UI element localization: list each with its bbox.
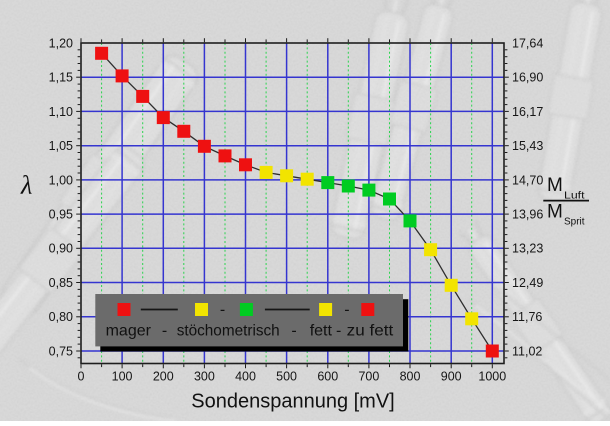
svg-text:400: 400 bbox=[235, 370, 256, 384]
svg-text:0,95: 0,95 bbox=[49, 208, 73, 222]
svg-text:1,10: 1,10 bbox=[49, 105, 73, 119]
svg-text:0,90: 0,90 bbox=[49, 242, 73, 256]
svg-text:0: 0 bbox=[78, 370, 85, 384]
svg-text:13,96: 13,96 bbox=[512, 208, 543, 222]
svg-text:15,43: 15,43 bbox=[512, 139, 543, 153]
svg-text:600: 600 bbox=[317, 370, 338, 384]
svg-text:1000: 1000 bbox=[478, 370, 506, 384]
svg-text:-: - bbox=[291, 323, 296, 340]
svg-text:mager: mager bbox=[106, 323, 152, 340]
svg-text:700: 700 bbox=[358, 370, 379, 384]
svg-text:500: 500 bbox=[276, 370, 297, 384]
svg-text:200: 200 bbox=[153, 370, 174, 384]
svg-text:Luft: Luft bbox=[564, 190, 585, 201]
svg-text:12,49: 12,49 bbox=[512, 276, 543, 290]
svg-text:1,20: 1,20 bbox=[49, 36, 73, 50]
svg-text:900: 900 bbox=[441, 370, 462, 384]
svg-text:stöchometrisch: stöchometrisch bbox=[177, 323, 280, 340]
svg-text:300: 300 bbox=[194, 370, 215, 384]
svg-text:-: - bbox=[162, 323, 167, 340]
svg-text:16,17: 16,17 bbox=[512, 105, 543, 119]
svg-text:zu fett: zu fett bbox=[347, 323, 394, 340]
svg-text:16,90: 16,90 bbox=[512, 71, 543, 85]
svg-text:13,23: 13,23 bbox=[512, 242, 543, 256]
svg-text:11,76: 11,76 bbox=[512, 310, 542, 324]
svg-text:M: M bbox=[547, 175, 563, 196]
svg-text:800: 800 bbox=[400, 370, 421, 384]
svg-text:-: - bbox=[220, 302, 225, 319]
svg-text:0,80: 0,80 bbox=[49, 310, 73, 324]
svg-text:17,64: 17,64 bbox=[512, 36, 543, 50]
svg-text:14,70: 14,70 bbox=[512, 173, 543, 187]
svg-text:1,00: 1,00 bbox=[49, 173, 73, 187]
svg-text:M: M bbox=[547, 201, 563, 222]
svg-text:1,05: 1,05 bbox=[49, 139, 73, 153]
svg-text:0,85: 0,85 bbox=[49, 276, 73, 290]
svg-text:-: - bbox=[336, 323, 341, 340]
svg-text:fett: fett bbox=[310, 323, 333, 340]
svg-text:100: 100 bbox=[112, 370, 133, 384]
svg-text:λ: λ bbox=[20, 171, 32, 200]
svg-text:-: - bbox=[344, 302, 349, 319]
svg-text:Sprit: Sprit bbox=[564, 217, 585, 228]
svg-text:1,15: 1,15 bbox=[49, 71, 73, 85]
svg-text:11,02: 11,02 bbox=[512, 344, 542, 358]
svg-text:0,75: 0,75 bbox=[49, 344, 73, 358]
svg-text:Sondenspannung [mV]: Sondenspannung [mV] bbox=[191, 391, 395, 413]
